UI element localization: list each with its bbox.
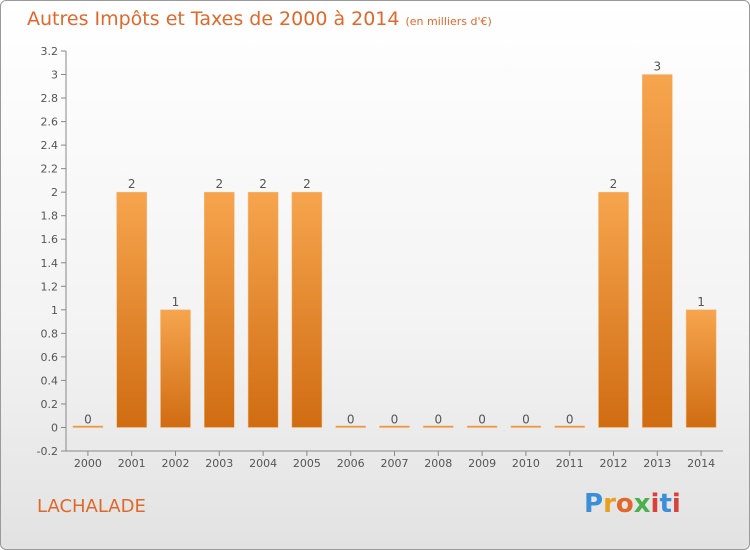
y-tick-label: 0.4 [41,374,59,387]
x-tick-label: 2001 [118,457,146,470]
y-tick-label: 1.8 [41,210,59,223]
x-tick-label: 2010 [512,457,540,470]
bar [598,191,629,428]
y-tick-label: 1 [51,304,58,317]
y-tick-label: 0.6 [41,351,59,364]
title-text: Autres Impôts et Taxes de 2000 à 2014 [27,8,400,30]
bar [335,425,366,428]
data-label: 0 [84,412,92,426]
x-tick-label: 2013 [643,457,671,470]
bar [510,425,542,428]
bar [642,74,673,428]
data-label: 0 [347,412,355,426]
x-tick-label: 2008 [424,457,452,470]
data-label: 2 [259,177,267,191]
bar [423,425,454,428]
x-tick-label: 2011 [556,457,584,470]
y-tick-label: 2.8 [41,92,59,105]
bar [116,191,147,428]
data-label: 1 [172,295,180,309]
bar [685,309,717,428]
bar [379,425,410,428]
x-tick-label: 2009 [468,457,496,470]
data-label: 2 [215,177,223,191]
y-tick-label: 3 [51,69,58,82]
data-label: 2 [128,177,136,191]
x-tick-label: 2004 [249,457,277,470]
y-tick-label: 2 [51,186,58,199]
y-tick-label: 2.2 [41,163,59,176]
commune-name: LACHALADE [37,496,146,517]
y-tick-label: 2.6 [41,116,59,129]
bar [204,191,235,428]
data-label: 0 [391,412,399,426]
bar [160,309,191,428]
y-tick-label: 1.2 [41,280,59,293]
unit-text: (en milliers d'€) [405,15,492,28]
bar [291,191,323,428]
bar [247,191,279,428]
data-label: 0 [522,412,530,426]
chart-title: Autres Impôts et Taxes de 2000 à 2014 (en… [27,8,492,30]
x-tick-label: 2000 [74,457,102,470]
x-tick-label: 2002 [162,457,190,470]
y-tick-label: -0.2 [37,445,58,458]
data-label: 1 [697,295,705,309]
x-tick-label: 2007 [381,457,409,470]
bar [554,425,585,428]
y-tick-label: 3.2 [41,45,59,58]
data-label: 0 [478,412,486,426]
y-tick-label: 1.4 [41,257,59,270]
x-tick-label: 2006 [337,457,365,470]
bar [466,425,498,428]
x-tick-label: 2012 [600,457,628,470]
x-tick-label: 2005 [293,457,321,470]
y-tick-label: 1.6 [41,233,59,246]
x-tick-label: 2003 [205,457,233,470]
data-label: 2 [610,177,618,191]
data-label: 3 [653,60,661,74]
y-tick-label: 0.8 [41,327,59,340]
proxiti-logo: Proxiti [584,489,681,519]
data-label: 0 [434,412,442,426]
data-label: 2 [303,177,311,191]
y-tick-label: 0 [51,421,58,434]
data-label: 0 [566,412,574,426]
bar [72,425,104,428]
y-tick-label: 2.4 [41,139,59,152]
x-tick-label: 2014 [687,457,715,470]
y-tick-label: 0.2 [41,398,59,411]
